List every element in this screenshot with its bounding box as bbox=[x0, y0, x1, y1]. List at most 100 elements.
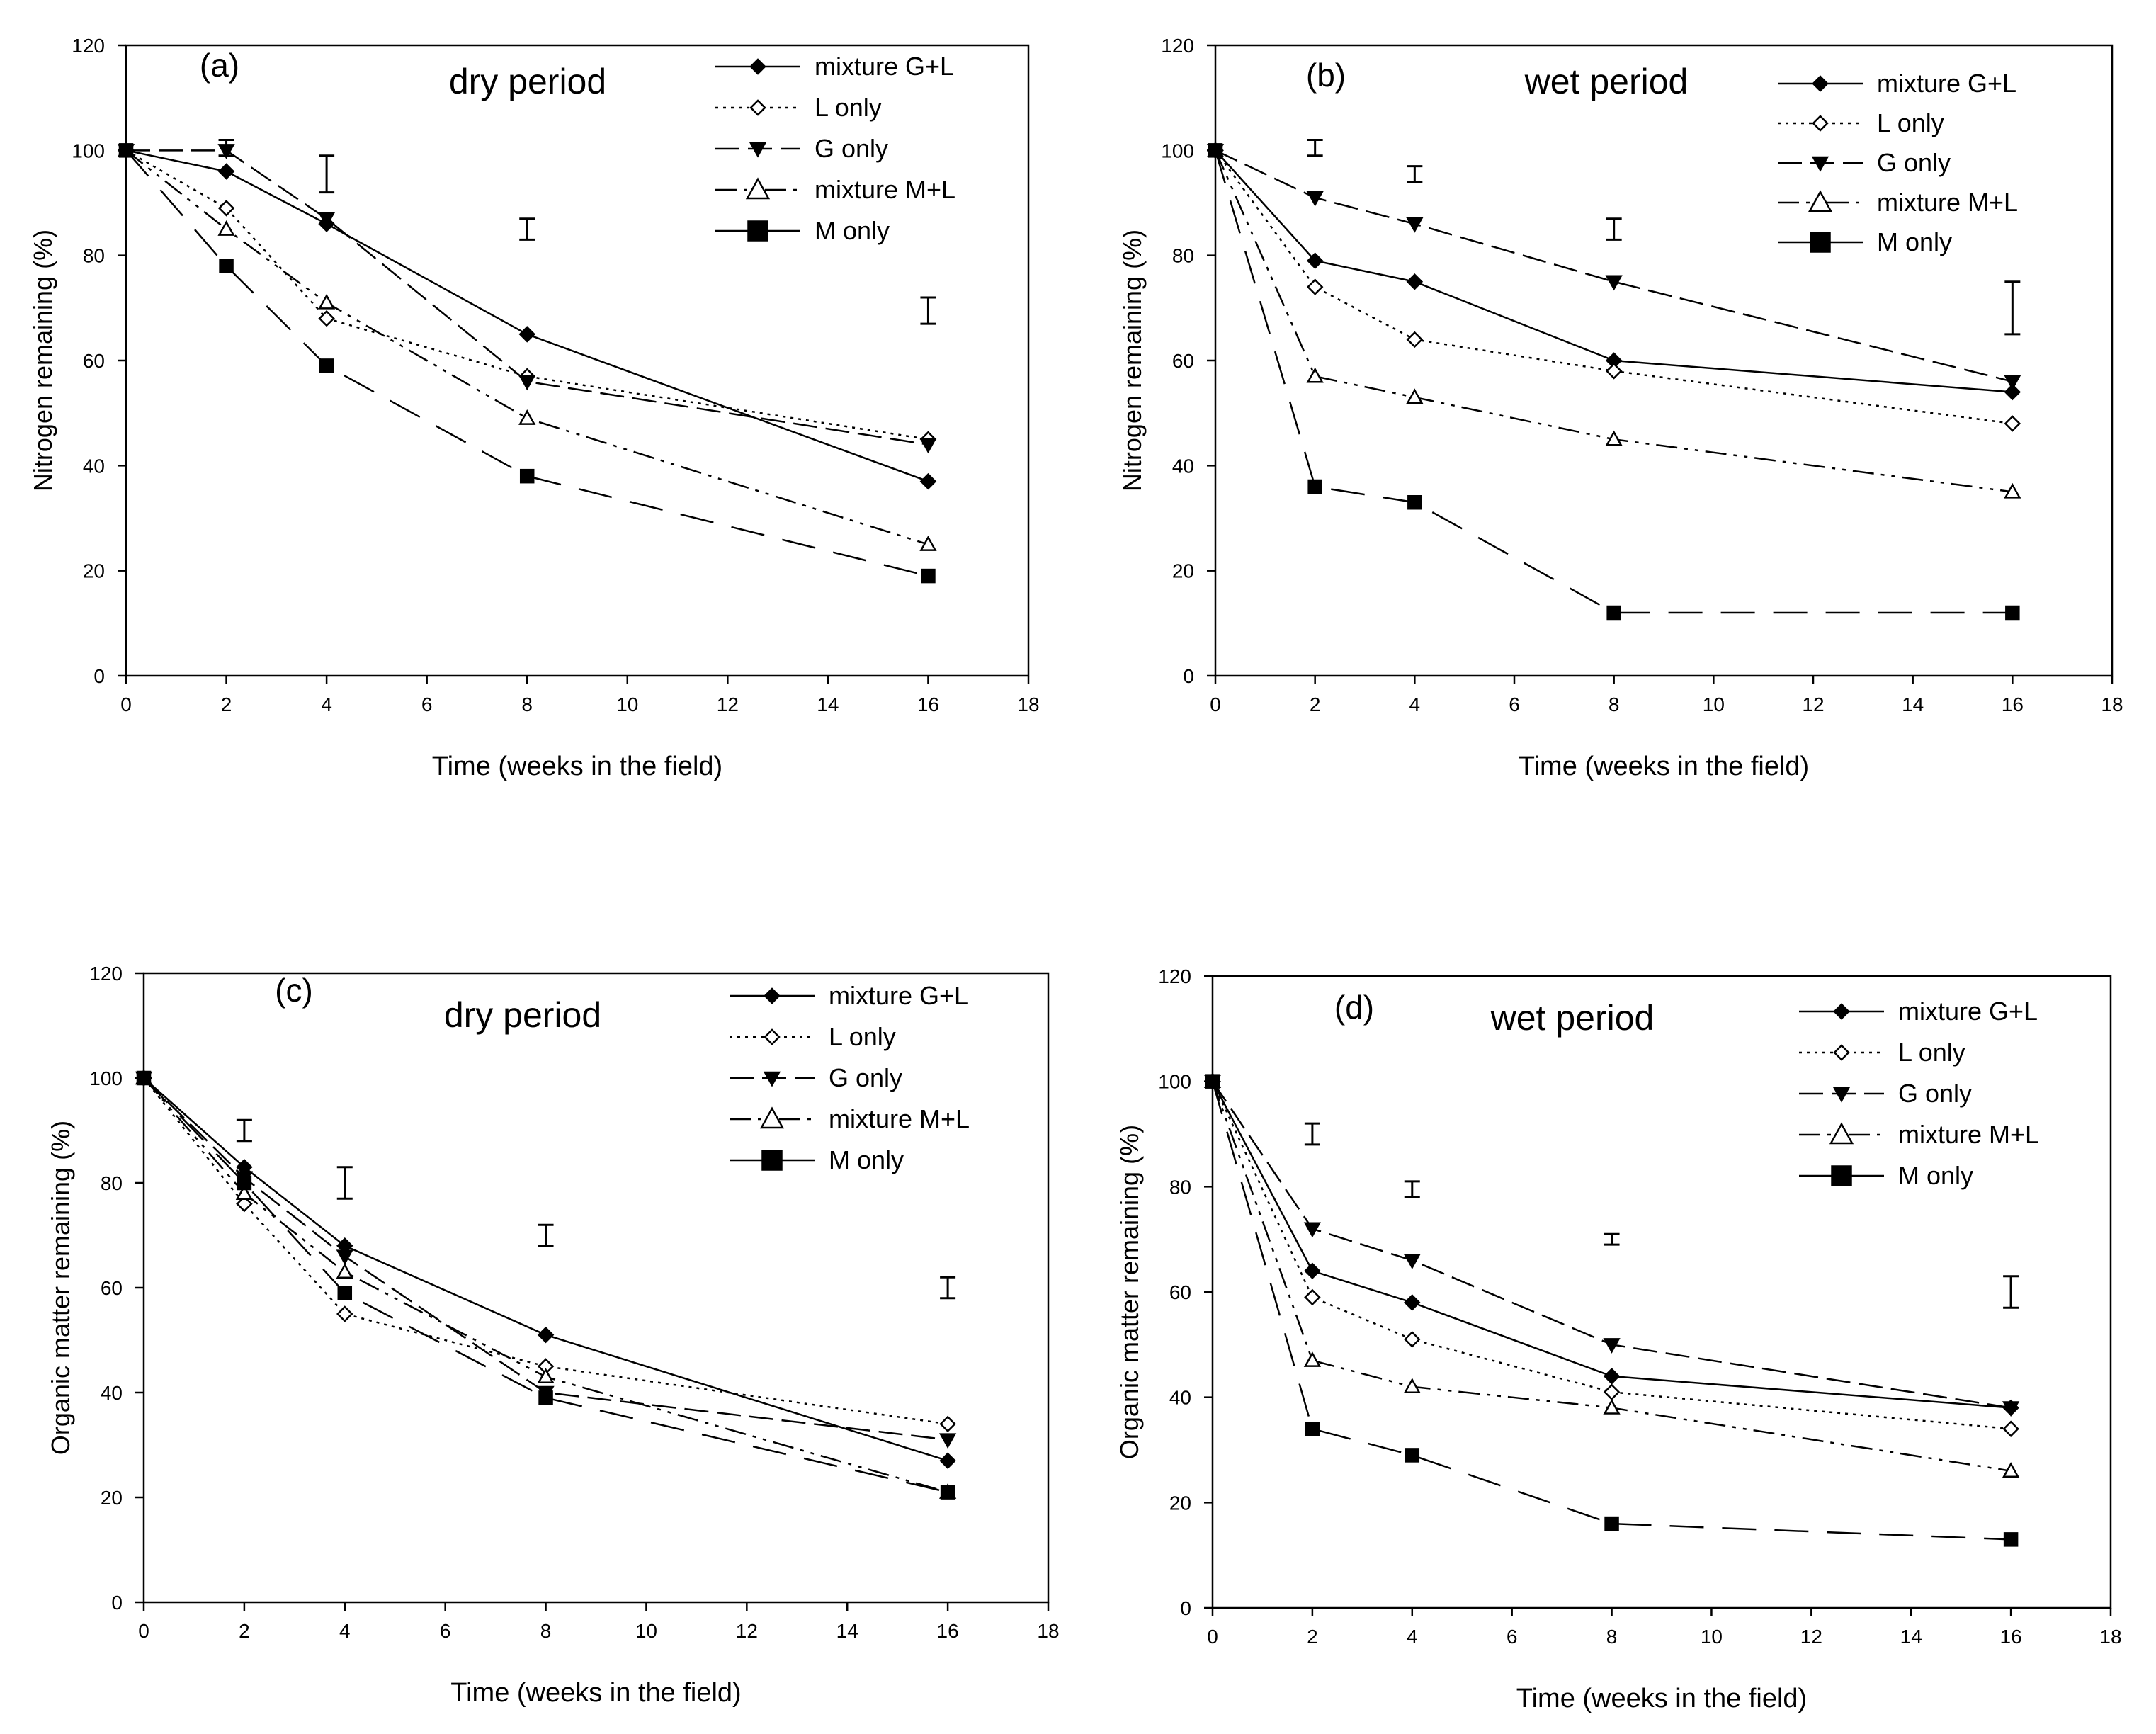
legend-marker bbox=[749, 142, 767, 158]
data-point bbox=[136, 1070, 152, 1086]
data-point bbox=[518, 409, 536, 425]
x-tick-label: 2 bbox=[221, 693, 232, 715]
data-point bbox=[1406, 331, 1424, 348]
data-point bbox=[1205, 1074, 1220, 1089]
x-tick-label: 14 bbox=[836, 1620, 858, 1642]
series-line bbox=[1211, 1081, 2012, 1541]
legend-label: M only bbox=[1898, 1161, 1973, 1190]
legend-entry: M only bbox=[1778, 227, 1952, 256]
error-bar bbox=[236, 1118, 252, 1143]
data-point bbox=[1305, 1422, 1320, 1436]
x-tick-label: 14 bbox=[817, 693, 839, 715]
legend-marker bbox=[763, 1071, 781, 1087]
data-point bbox=[237, 1175, 252, 1191]
x-axis-label: Time (weeks in the field) bbox=[450, 1678, 741, 1708]
data-point bbox=[518, 375, 536, 391]
legend-entry: mixture M+L bbox=[715, 175, 955, 204]
series-line bbox=[1211, 1081, 2012, 1430]
legend-entry: G only bbox=[715, 134, 888, 163]
panel-b: 0 2 4 6 8 10 12 14 16 18 0 20 40 60 80 100 120 Time (week… bbox=[1118, 35, 2123, 781]
data-point bbox=[939, 1452, 956, 1469]
data-point bbox=[1604, 1516, 1619, 1531]
data-point bbox=[319, 358, 334, 373]
legend-entry: G only bbox=[1799, 1079, 1972, 1108]
x-tick-label: 18 bbox=[1017, 693, 1039, 715]
x-axis-label: Time (weeks in the field) bbox=[432, 752, 722, 781]
series-mixture-m-l bbox=[135, 1069, 957, 1499]
legend-entry: L only bbox=[1799, 1038, 1965, 1067]
y-tick-label: 80 bbox=[101, 1172, 123, 1194]
error-bar bbox=[2003, 1275, 2019, 1309]
error-bar bbox=[519, 217, 535, 241]
series-line bbox=[125, 149, 929, 545]
data-point bbox=[2002, 1420, 2019, 1438]
panel-label: (c) bbox=[275, 972, 313, 1009]
legend-marker bbox=[749, 99, 766, 116]
data-point bbox=[235, 1184, 254, 1201]
x-tick-label: 8 bbox=[521, 693, 533, 715]
x-tick-label: 10 bbox=[1701, 1626, 1723, 1648]
y-tick-label: 20 bbox=[1172, 560, 1194, 582]
plot-frame bbox=[142, 972, 1050, 1604]
x-tick-label: 4 bbox=[321, 693, 332, 715]
data-point bbox=[318, 310, 335, 327]
legend-marker bbox=[1829, 1122, 1854, 1145]
series-line bbox=[143, 1077, 948, 1493]
data-point bbox=[317, 293, 336, 310]
error-bar bbox=[336, 1166, 353, 1200]
y-tick-label: 120 bbox=[1158, 965, 1191, 987]
x-tick-label: 12 bbox=[736, 1620, 758, 1642]
series-line bbox=[125, 149, 929, 577]
data-point bbox=[2004, 415, 2021, 432]
x-tick-label: 2 bbox=[239, 1620, 250, 1642]
x-tick-label: 6 bbox=[440, 1620, 451, 1642]
data-point bbox=[537, 1368, 555, 1384]
x-tick-label: 6 bbox=[1507, 1626, 1518, 1648]
data-point bbox=[336, 1305, 353, 1322]
legend-marker bbox=[1833, 1044, 1850, 1061]
data-point bbox=[1208, 143, 1223, 158]
legend-entry: L only bbox=[1778, 108, 1944, 137]
data-point bbox=[538, 1390, 553, 1405]
data-point bbox=[1603, 1338, 1621, 1354]
data-point bbox=[219, 259, 234, 273]
plot-frame bbox=[125, 44, 1030, 677]
legend-label: mixture G+L bbox=[815, 52, 954, 81]
data-point bbox=[1405, 1448, 1420, 1463]
y-tick-label: 0 bbox=[1183, 665, 1194, 687]
legend-label: M only bbox=[1877, 227, 1952, 256]
x-tick-label: 0 bbox=[138, 1620, 149, 1642]
legend-label: G only bbox=[815, 134, 888, 163]
y-tick-label: 0 bbox=[1180, 1597, 1191, 1619]
x-tick-label: 10 bbox=[635, 1620, 657, 1642]
legend-entry: G only bbox=[1778, 148, 1951, 177]
panel-label: (a) bbox=[200, 47, 239, 84]
series-line bbox=[143, 1077, 948, 1493]
data-point bbox=[919, 438, 937, 454]
data-point bbox=[2004, 383, 2021, 401]
error-bar bbox=[940, 1276, 956, 1300]
y-tick-label: 0 bbox=[111, 1592, 123, 1614]
legend: mixture G+L L only G only mixture M+L M only bbox=[1778, 69, 2018, 256]
x-tick-label: 18 bbox=[1037, 1620, 1059, 1642]
data-point bbox=[1306, 278, 1324, 295]
error-bar bbox=[1407, 165, 1423, 183]
legend-label: L only bbox=[829, 1022, 896, 1051]
x-tick-label: 4 bbox=[339, 1620, 351, 1642]
data-point bbox=[919, 536, 937, 551]
series-l-only bbox=[118, 142, 937, 448]
x-tick-label: 0 bbox=[1207, 1626, 1218, 1648]
y-tick-label: 120 bbox=[89, 963, 123, 985]
legend-entry: mixture M+L bbox=[1778, 188, 2018, 217]
data-point bbox=[336, 1250, 353, 1266]
data-point bbox=[2004, 482, 2021, 499]
data-point bbox=[1605, 430, 1623, 446]
legend-entry: mixture G+L bbox=[715, 52, 954, 81]
data-point bbox=[1603, 1398, 1621, 1415]
x-tick-label: 18 bbox=[2099, 1626, 2121, 1648]
data-point bbox=[2004, 375, 2021, 391]
legend-entry: mixture M+L bbox=[730, 1104, 970, 1133]
legend-marker bbox=[764, 987, 781, 1004]
series-mixture-m-l bbox=[1206, 141, 2021, 499]
